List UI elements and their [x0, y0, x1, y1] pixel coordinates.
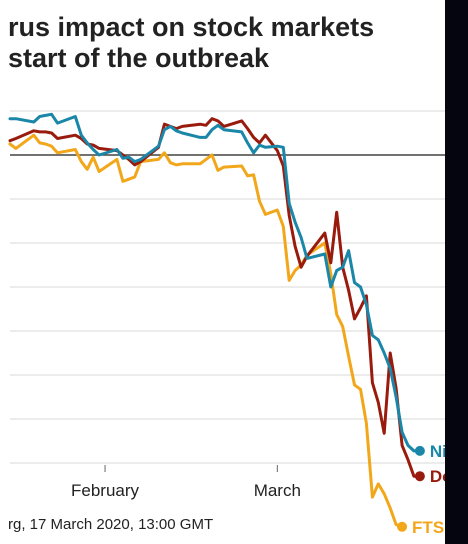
series-label-nik: Nik: [430, 442, 445, 461]
x-tick-label: February: [71, 481, 140, 500]
chart-title-line-2: start of the outbreak: [8, 43, 270, 73]
x-tick-label: March: [254, 481, 301, 500]
page-edge-strip: [445, 0, 468, 544]
gridlines: [10, 110, 445, 464]
series-label-do: Do: [430, 467, 445, 486]
series-line-do: [8, 117, 422, 478]
series-end-marker-do: [414, 471, 425, 482]
series-end-marker-nik: [414, 445, 425, 456]
series-label-fts: FTS: [412, 518, 444, 537]
line-chart: February March Nik Do FTS: [8, 110, 445, 537]
chart-title-line-1: rus impact on stock markets: [8, 12, 375, 42]
x-axis: February March: [71, 465, 301, 500]
series-line-fts: [8, 133, 404, 529]
series-line-nik: [8, 112, 422, 453]
series-end-labels: Nik Do FTS: [397, 442, 445, 537]
chart-card: rus impact on stock markets start of the…: [0, 0, 445, 544]
chart-title: rus impact on stock markets start of the…: [8, 12, 445, 74]
series-end-marker-fts: [397, 521, 408, 532]
chart-source-note: rg, 17 March 2020, 13:00 GMT: [8, 516, 214, 533]
series-lines: [8, 112, 422, 529]
